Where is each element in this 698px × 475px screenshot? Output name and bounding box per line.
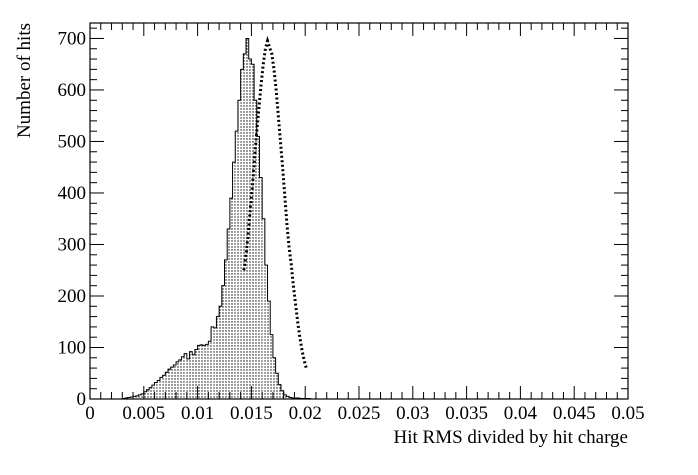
histogram-bin bbox=[246, 38, 249, 399]
histogram-bin bbox=[229, 198, 233, 399]
histogram-bin bbox=[280, 390, 284, 399]
histogram-bin bbox=[256, 136, 260, 399]
x-tick-label: 0.035 bbox=[445, 403, 488, 424]
histogram-bin bbox=[200, 344, 203, 399]
histogram-bin bbox=[170, 367, 174, 399]
y-tick-label: 600 bbox=[58, 80, 87, 101]
histogram-bin bbox=[133, 396, 136, 399]
histogram-bin bbox=[127, 397, 131, 399]
x-tick-label: 0.045 bbox=[553, 403, 596, 424]
histogram-bin bbox=[149, 387, 152, 399]
histogram-bin bbox=[259, 177, 263, 399]
histogram-bin bbox=[130, 396, 134, 399]
histogram-bin bbox=[165, 372, 169, 399]
histogram-bin bbox=[194, 349, 198, 399]
histogram-bin bbox=[168, 369, 171, 399]
histogram-bin bbox=[186, 358, 190, 399]
histogram-bin bbox=[138, 394, 142, 399]
x-tick-label: 0.02 bbox=[289, 403, 322, 424]
histogram-bin bbox=[151, 385, 155, 399]
histogram-outline bbox=[121, 37, 312, 399]
histogram-bin bbox=[135, 395, 139, 399]
histogram-bin bbox=[189, 351, 193, 399]
histogram-bin bbox=[192, 354, 195, 399]
y-tick-label: 300 bbox=[58, 234, 87, 255]
histogram-bin bbox=[157, 380, 160, 399]
x-axis-ticks: 0 0.005 0.01 0.015 0.02 0.025 0.03 0.035 0.04 0.0… bbox=[85, 23, 645, 424]
y-axis-title: Number of hits bbox=[14, 23, 35, 138]
histogram-bin bbox=[272, 357, 276, 399]
x-tick-label: 0.01 bbox=[181, 403, 214, 424]
x-tick-label: 0.05 bbox=[611, 403, 644, 424]
x-tick-label: 0.04 bbox=[504, 403, 538, 424]
histogram-bin bbox=[262, 218, 265, 399]
histogram-bin bbox=[251, 64, 255, 400]
histogram-bin bbox=[289, 397, 292, 399]
histogram-bin bbox=[162, 375, 166, 399]
histogram-layer bbox=[121, 37, 312, 400]
histogram-bin bbox=[173, 365, 177, 399]
x-tick-label: 0.005 bbox=[122, 403, 165, 424]
plot-frame bbox=[89, 22, 629, 400]
histogram-bin bbox=[213, 327, 217, 399]
histogram-bin bbox=[141, 393, 144, 399]
histogram-bin bbox=[178, 359, 182, 399]
y-tick-label: 100 bbox=[58, 337, 87, 358]
histogram-bin bbox=[227, 229, 230, 399]
histogram-bin bbox=[232, 162, 236, 399]
histogram-bin bbox=[221, 285, 225, 399]
histogram-bin bbox=[154, 382, 158, 399]
y-axis-ticks: 0 100 200 300 400 500 600 700 bbox=[58, 27, 628, 410]
histogram-bin bbox=[224, 259, 228, 399]
histogram-bin bbox=[216, 316, 220, 399]
fit-curve-layer bbox=[242, 35, 308, 369]
y-tick-label: 0 bbox=[77, 389, 87, 410]
y-tick-label: 500 bbox=[58, 131, 87, 152]
histogram-bin bbox=[143, 391, 147, 399]
histogram-bin bbox=[275, 373, 279, 399]
histogram-bin bbox=[205, 344, 209, 399]
histogram-bin bbox=[197, 345, 201, 399]
histogram-bin bbox=[211, 326, 214, 399]
x-tick-label: 0.03 bbox=[396, 403, 429, 424]
histogram-bin bbox=[240, 69, 244, 399]
histogram-bin bbox=[181, 356, 185, 399]
histogram-bin bbox=[184, 353, 187, 399]
histogram-bin bbox=[208, 341, 212, 399]
histogram-bin bbox=[264, 265, 268, 399]
histogram-bin bbox=[219, 306, 222, 399]
histogram-bin bbox=[283, 394, 287, 399]
histogram-bin bbox=[202, 345, 206, 399]
histogram-bin bbox=[159, 377, 163, 399]
y-tick-label: 700 bbox=[58, 28, 87, 49]
histogram-bin bbox=[235, 131, 238, 400]
x-tick-label: 0 bbox=[85, 403, 95, 424]
histogram-bin bbox=[286, 396, 290, 399]
histogram-bin bbox=[254, 100, 257, 399]
histogram-bin bbox=[270, 334, 273, 399]
histogram-bin bbox=[243, 53, 247, 399]
y-tick-label: 400 bbox=[58, 183, 87, 204]
histogram-bin bbox=[176, 361, 179, 399]
histogram-bin bbox=[146, 389, 150, 399]
x-tick-label: 0.025 bbox=[338, 403, 381, 424]
histogram-bin bbox=[278, 384, 281, 399]
y-tick-label: 200 bbox=[58, 286, 87, 307]
histogram-bin bbox=[237, 100, 241, 399]
x-axis-title: Hit RMS divided by hit charge bbox=[394, 427, 629, 448]
x-tick-label: 0.015 bbox=[230, 403, 273, 424]
fit-curve bbox=[242, 35, 308, 369]
histogram-bin bbox=[267, 301, 271, 399]
